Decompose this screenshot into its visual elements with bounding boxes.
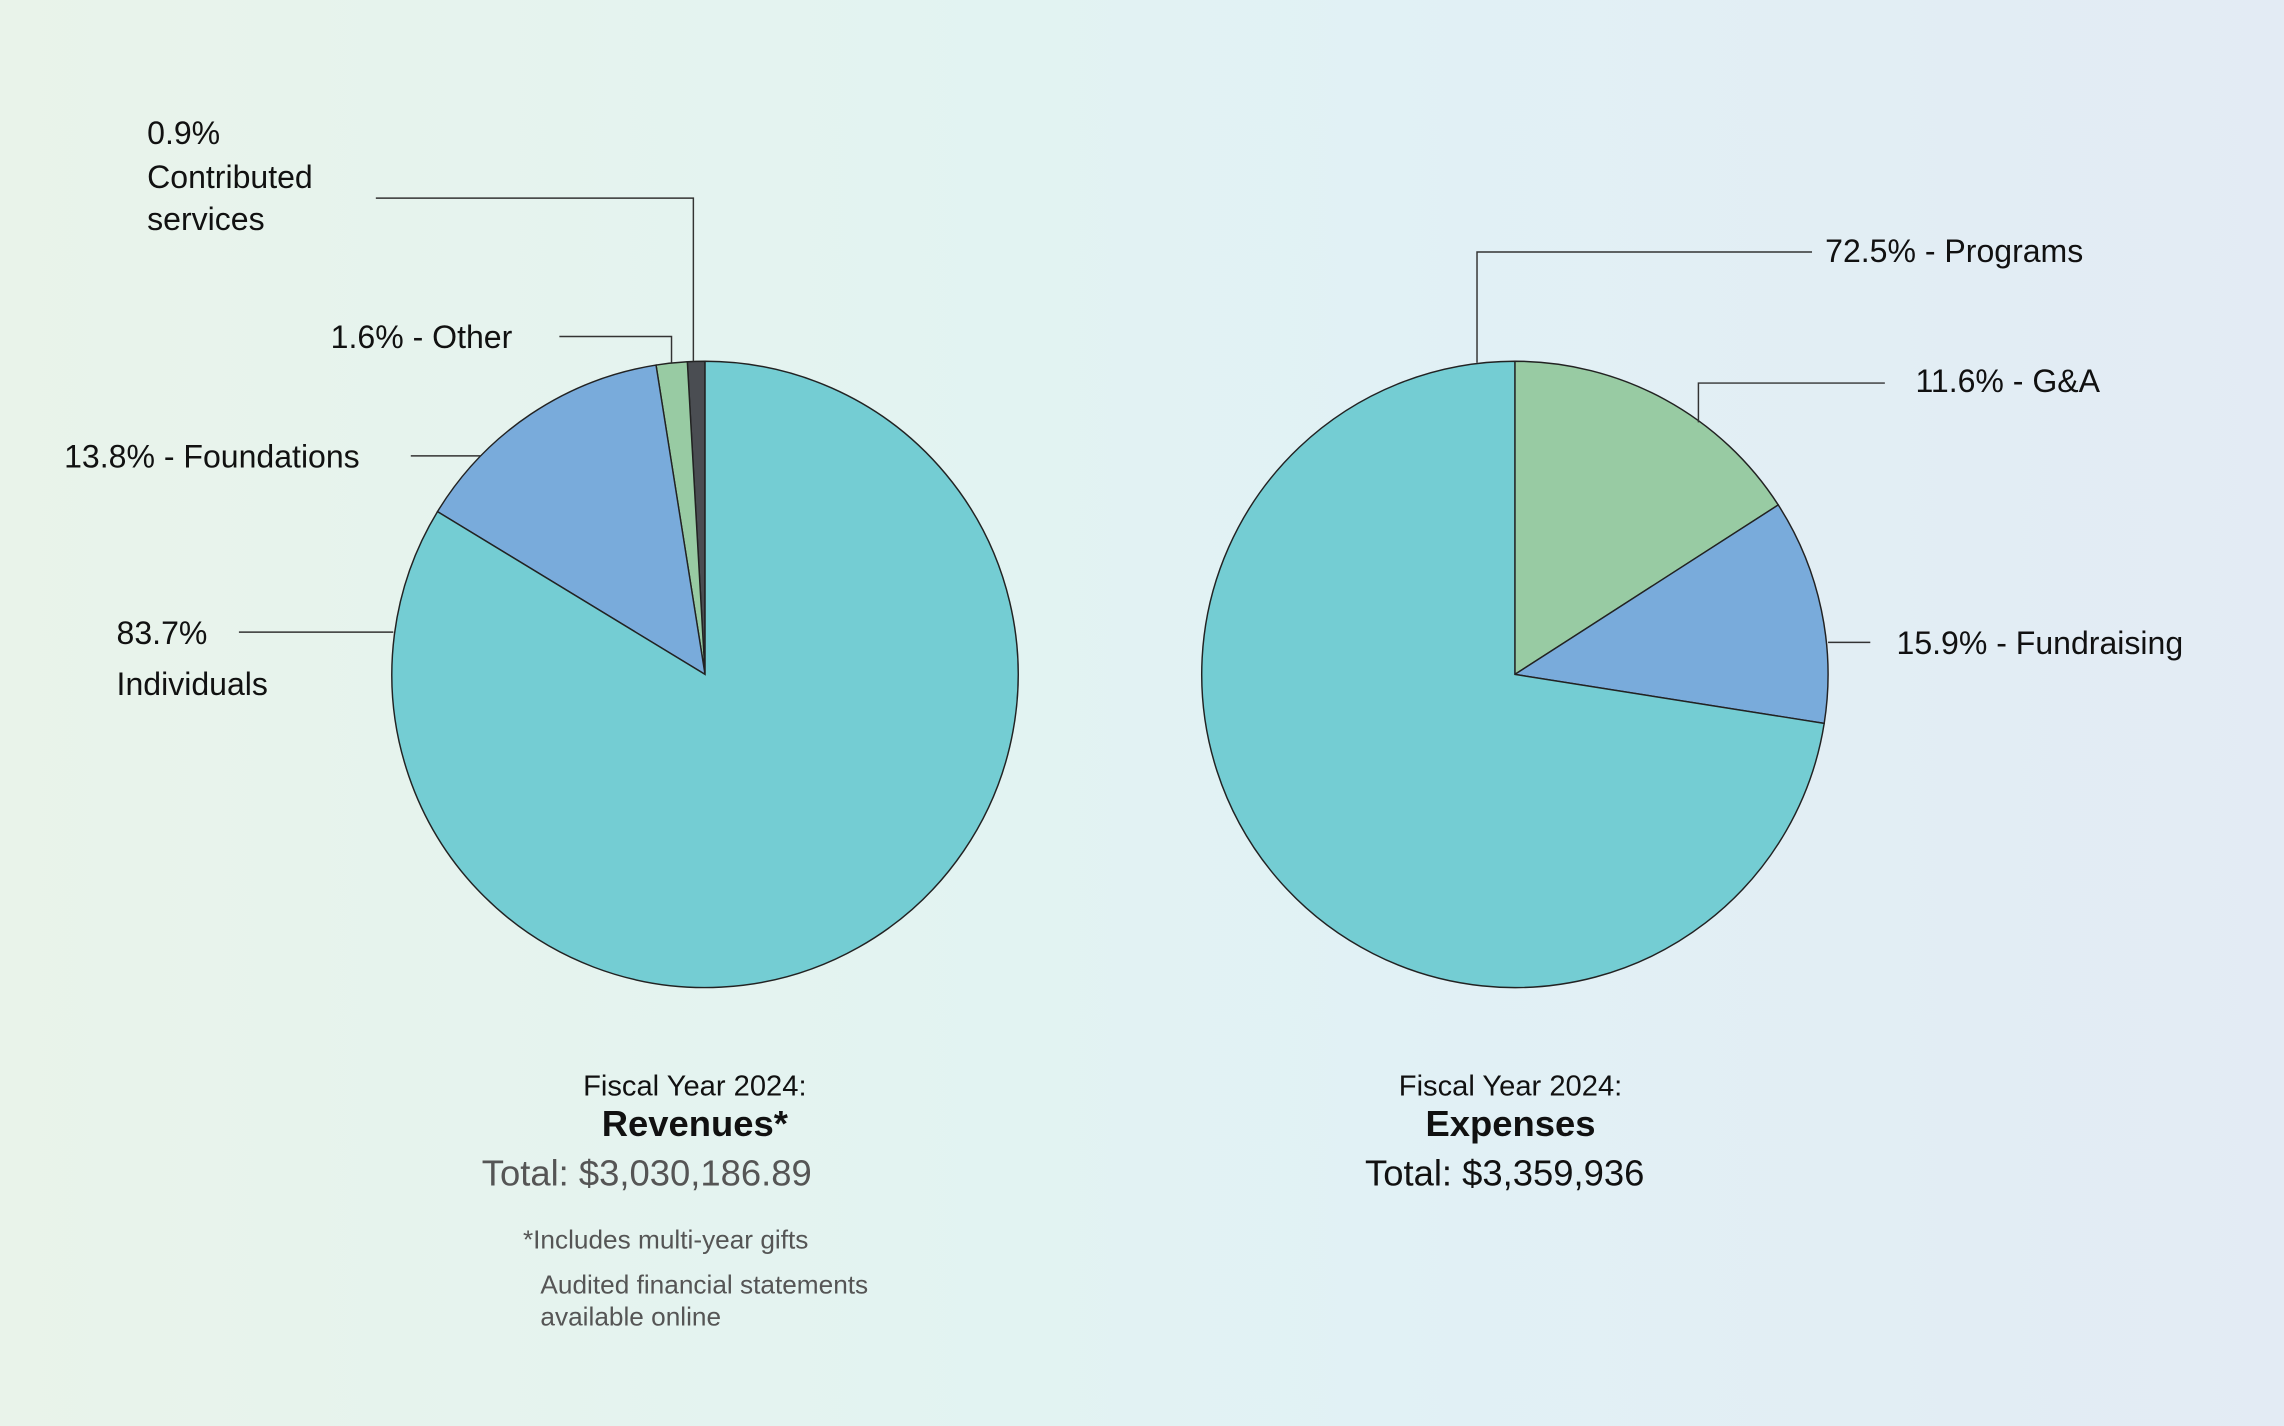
audited-statements-line2: available online bbox=[540, 1301, 721, 1331]
label-contributed-pct: 0.9% bbox=[147, 115, 220, 151]
revenues-total: Total: $3,030,186.89 bbox=[482, 1153, 812, 1194]
pie-slice-g-a bbox=[1512, 503, 1829, 725]
label-individuals-pct: 83.7% bbox=[117, 615, 208, 651]
label-ga: 11.6% - G&A bbox=[1915, 363, 2100, 399]
expenses-subtitle: Fiscal Year 2024: bbox=[1399, 1070, 1622, 1102]
audited-statements-line1: Audited financial statements bbox=[540, 1269, 868, 1299]
pie-slice-individuals bbox=[391, 360, 1019, 989]
expenses-title: Expenses bbox=[1426, 1103, 1596, 1144]
label-individuals-name: Individuals bbox=[117, 666, 268, 702]
label-programs: 72.5% - Programs bbox=[1825, 233, 2083, 269]
pie-slice-programs bbox=[1201, 360, 1826, 989]
revenues-subtitle: Fiscal Year 2024: bbox=[583, 1070, 806, 1102]
leader-other bbox=[559, 335, 673, 363]
label-other: 1.6% - Other bbox=[331, 319, 513, 355]
pie-slice-foundations bbox=[436, 364, 706, 676]
label-foundations: 13.8% - Foundations bbox=[64, 439, 360, 475]
label-contributed-line2: services bbox=[147, 201, 264, 237]
pie-slice-fundraising bbox=[1514, 360, 1780, 676]
label-fundraising: 15.9% - Fundraising bbox=[1897, 625, 2184, 661]
revenues-footnote: *Includes multi-year gifts bbox=[523, 1224, 808, 1254]
revenues-pie bbox=[391, 360, 1019, 989]
leader-contributed bbox=[375, 197, 695, 362]
leader-programs bbox=[1476, 251, 1813, 363]
revenues-title: Revenues* bbox=[602, 1103, 789, 1144]
leader-ga bbox=[1697, 382, 1885, 423]
label-contributed-line1: Contributed bbox=[147, 159, 313, 195]
expenses-total: Total: $3,359,936 bbox=[1365, 1153, 1644, 1194]
expenses-pie bbox=[1201, 360, 1829, 989]
